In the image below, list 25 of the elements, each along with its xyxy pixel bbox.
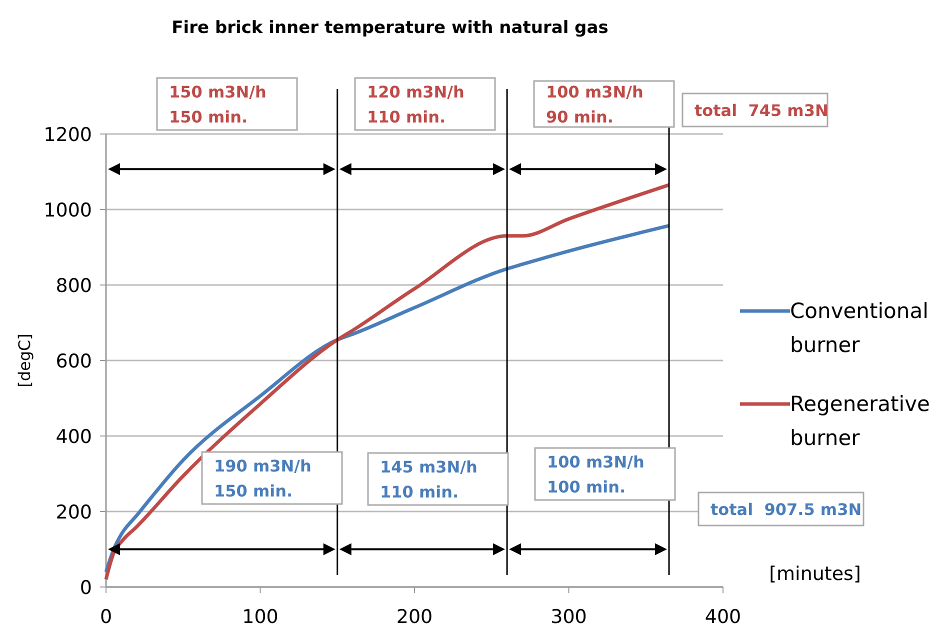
x-tick-label: 400 bbox=[704, 606, 742, 628]
chart-title: Fire brick inner temperature with natural gas bbox=[172, 18, 608, 38]
legend-label: Conventional burner bbox=[790, 299, 928, 357]
text: total 745 m3N bbox=[694, 101, 828, 120]
y-tick-label: 1200 bbox=[44, 124, 92, 146]
y-tick-label: 800 bbox=[56, 275, 92, 297]
y-tick-label: 400 bbox=[56, 426, 92, 448]
x-tick-label: 200 bbox=[396, 606, 433, 628]
annotation: 145 m3N/h 110 min. bbox=[380, 458, 478, 502]
text: 100 m3N/h 90 min. bbox=[546, 82, 644, 126]
y-axis-title: [degC] bbox=[15, 334, 34, 388]
text: 150 m3N/h 150 min. bbox=[169, 82, 266, 126]
y-tick-label: 0 bbox=[80, 577, 92, 599]
x-tick-label: 0 bbox=[100, 606, 112, 628]
x-tick-label: 100 bbox=[242, 606, 278, 628]
legend-label: Regenerative burner bbox=[790, 392, 930, 450]
x-axis-title: [minutes] bbox=[769, 563, 861, 585]
y-tick-label: 200 bbox=[56, 502, 92, 524]
annotation: 190 m3N/h 150 min. bbox=[214, 456, 312, 500]
annotation: total 907.5 m3N bbox=[710, 500, 862, 519]
y-tick-label: 600 bbox=[56, 350, 92, 372]
y-tick-label: 1000 bbox=[44, 200, 92, 222]
annotation: 100 m3N/h 100 min. bbox=[547, 452, 644, 496]
text: 120 m3N/h 110 min. bbox=[367, 82, 464, 126]
x-tick-label: 300 bbox=[550, 606, 587, 628]
